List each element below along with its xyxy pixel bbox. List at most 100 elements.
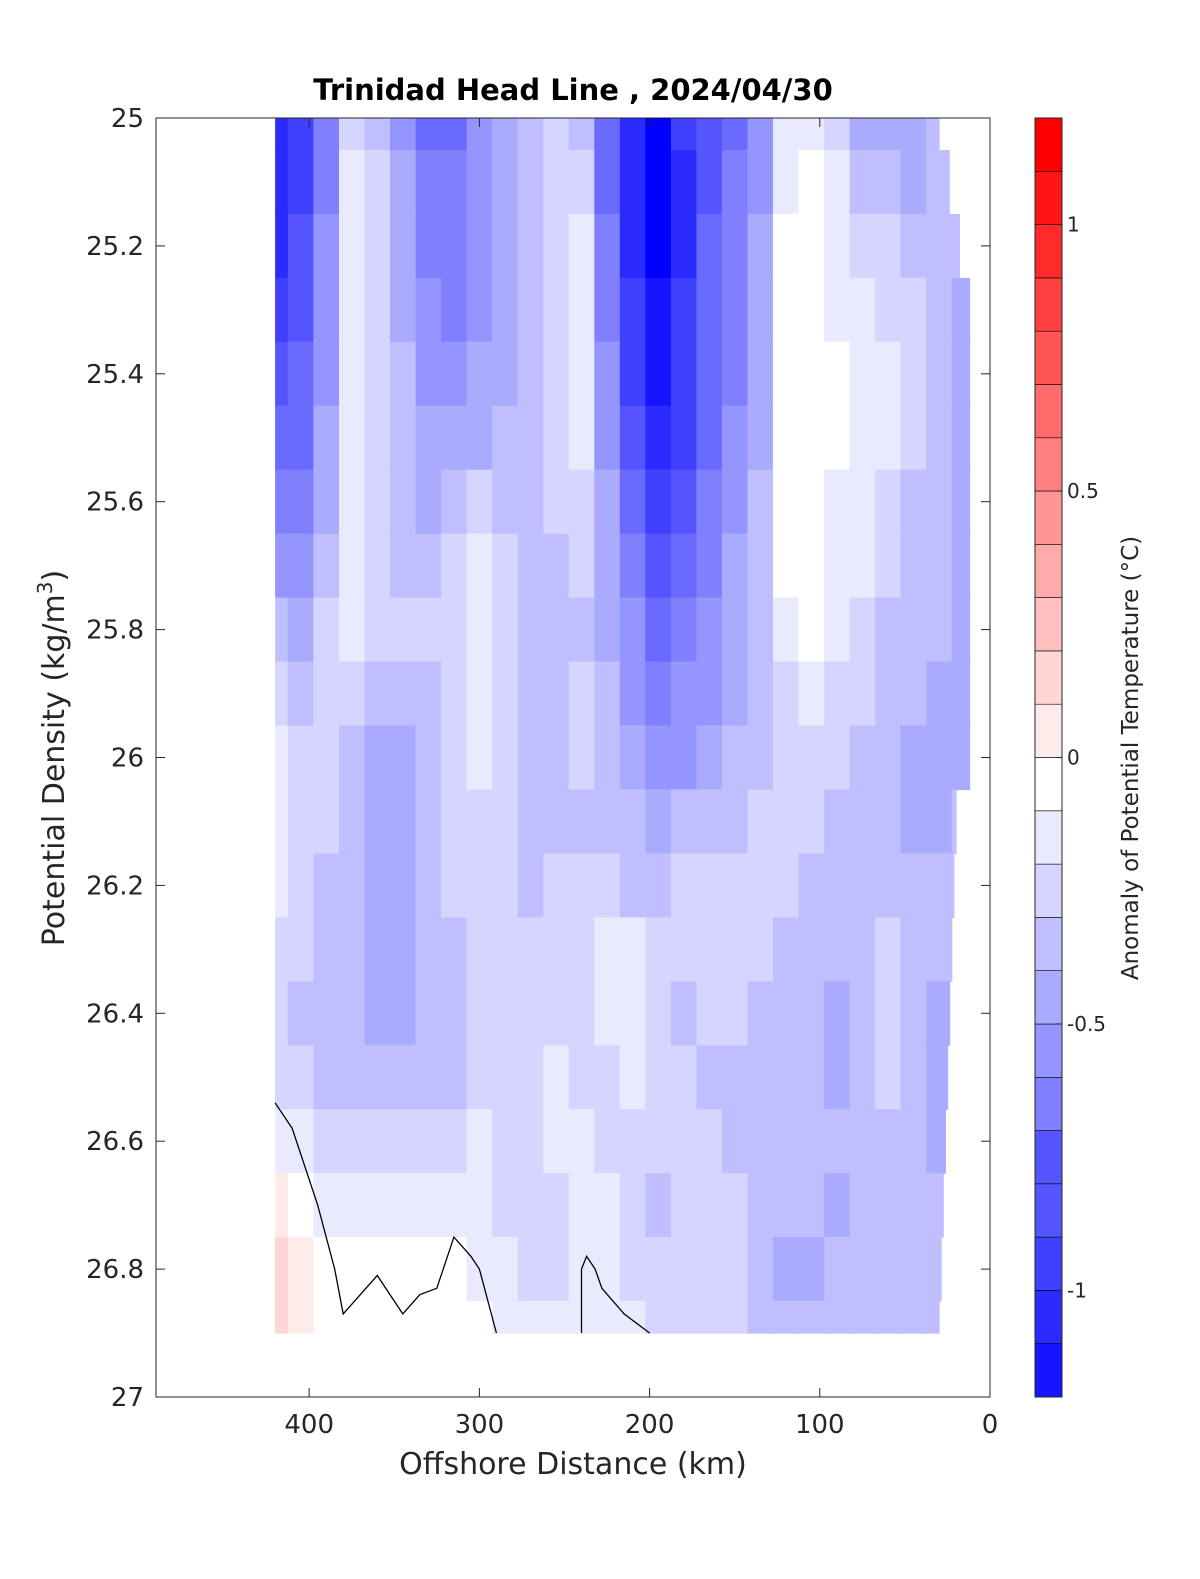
anomaly-cell (721, 917, 748, 982)
anomaly-cell (390, 597, 417, 663)
anomaly-cell (339, 1173, 366, 1238)
anomaly-cell (287, 917, 314, 982)
anomaly-cell (275, 853, 289, 918)
anomaly-cell (364, 277, 391, 343)
anomaly-cell (466, 213, 493, 279)
anomaly-cell (492, 917, 519, 982)
anomaly-cell (926, 597, 953, 663)
anomaly-cell (287, 213, 314, 279)
anomaly-cell (696, 118, 723, 151)
anomaly-cell (517, 533, 544, 599)
anomaly-cell (747, 725, 774, 791)
anomaly-cell (670, 725, 697, 791)
anomaly-cell (313, 118, 340, 151)
anomaly-cell (798, 917, 825, 982)
anomaly-cell (287, 661, 314, 727)
anomaly-cell (670, 853, 697, 918)
anomaly-cell (287, 853, 314, 918)
anomaly-cell (773, 150, 800, 215)
anomaly-cell (619, 661, 646, 727)
anomaly-cell (313, 150, 340, 215)
colorbar-band (1034, 1183, 1063, 1238)
y-axis-label-superscript: 3 (33, 581, 57, 594)
anomaly-cell (339, 917, 366, 982)
anomaly-cell (594, 597, 621, 663)
anomaly-cell (568, 533, 595, 599)
colorbar-band (1034, 1130, 1063, 1185)
anomaly-cell (721, 1173, 748, 1238)
anomaly-cell (900, 917, 927, 982)
anomaly-cell (875, 597, 902, 663)
anomaly-cell (824, 341, 851, 407)
anomaly-cell (798, 1173, 825, 1238)
anomaly-cell (824, 533, 851, 599)
anomaly-cell (415, 469, 442, 535)
anomaly-cell (875, 1109, 902, 1174)
anomaly-cell (364, 661, 391, 727)
anomaly-cell (275, 405, 289, 471)
anomaly-cell (517, 981, 544, 1046)
anomaly-cell (415, 150, 442, 215)
anomaly-cell (594, 277, 621, 343)
y-axis-label: Potential Density (kg/m3) (33, 570, 72, 946)
anomaly-cell (415, 981, 442, 1046)
anomaly-cell (798, 1301, 825, 1334)
anomaly-cell (619, 118, 646, 151)
anomaly-cell (313, 1045, 340, 1110)
anomaly-cell (339, 981, 366, 1046)
anomaly-cell (390, 341, 417, 407)
anomaly-cell (824, 725, 851, 791)
anomaly-cell (466, 789, 493, 855)
anomaly-cell (517, 213, 544, 279)
anomaly-cell (313, 661, 340, 727)
anomaly-cell (721, 981, 748, 1046)
anomaly-cell (492, 661, 519, 727)
anomaly-cell (798, 118, 825, 151)
anomaly-cell (900, 118, 927, 151)
anomaly-cell (849, 341, 876, 407)
anomaly-cell (875, 277, 902, 343)
anomaly-cell (543, 1301, 570, 1334)
anomaly-cell (670, 1301, 697, 1334)
anomaly-cell (721, 341, 748, 407)
anomaly-cell (721, 405, 748, 471)
anomaly-cell (875, 1173, 902, 1238)
anomaly-cell (543, 981, 570, 1046)
anomaly-cell (670, 405, 697, 471)
anomaly-cell (849, 118, 876, 151)
anomaly-cell (773, 1301, 800, 1334)
anomaly-cell (568, 661, 595, 727)
anomaly-cell (390, 853, 417, 918)
anomaly-cell (517, 469, 544, 535)
anomaly-cell (875, 118, 902, 151)
anomaly-cell (900, 661, 927, 727)
anomaly-cell (568, 341, 595, 407)
anomaly-cell (339, 1109, 366, 1174)
anomaly-cell (287, 981, 314, 1046)
anomaly-cell (364, 917, 391, 982)
anomaly-cell (619, 1237, 646, 1302)
anomaly-cell (339, 661, 366, 727)
anomaly-cell (287, 1045, 314, 1110)
anomaly-cell (696, 150, 723, 215)
colorbar-band (1034, 1023, 1063, 1078)
anomaly-cell (543, 661, 570, 727)
anomaly-cell (594, 1045, 621, 1110)
anomaly-cell (645, 469, 672, 535)
anomaly-cell (441, 405, 468, 471)
anomaly-cell (696, 917, 723, 982)
anomaly-cell (543, 725, 570, 791)
anomaly-cell (773, 341, 800, 407)
colorbar-band (1034, 1236, 1063, 1291)
anomaly-cell (696, 1173, 723, 1238)
anomaly-cell (441, 1109, 468, 1174)
anomaly-cell (619, 1109, 646, 1174)
anomaly-cell (926, 213, 953, 279)
anomaly-cell (415, 405, 442, 471)
anomaly-cell (441, 597, 468, 663)
anomaly-cell (543, 1173, 570, 1238)
anomaly-cell (849, 661, 876, 727)
anomaly-cell (926, 853, 953, 918)
anomaly-cell (619, 277, 646, 343)
colorbar-label: Anomaly of Potential Temperature (°C) (1118, 536, 1144, 980)
